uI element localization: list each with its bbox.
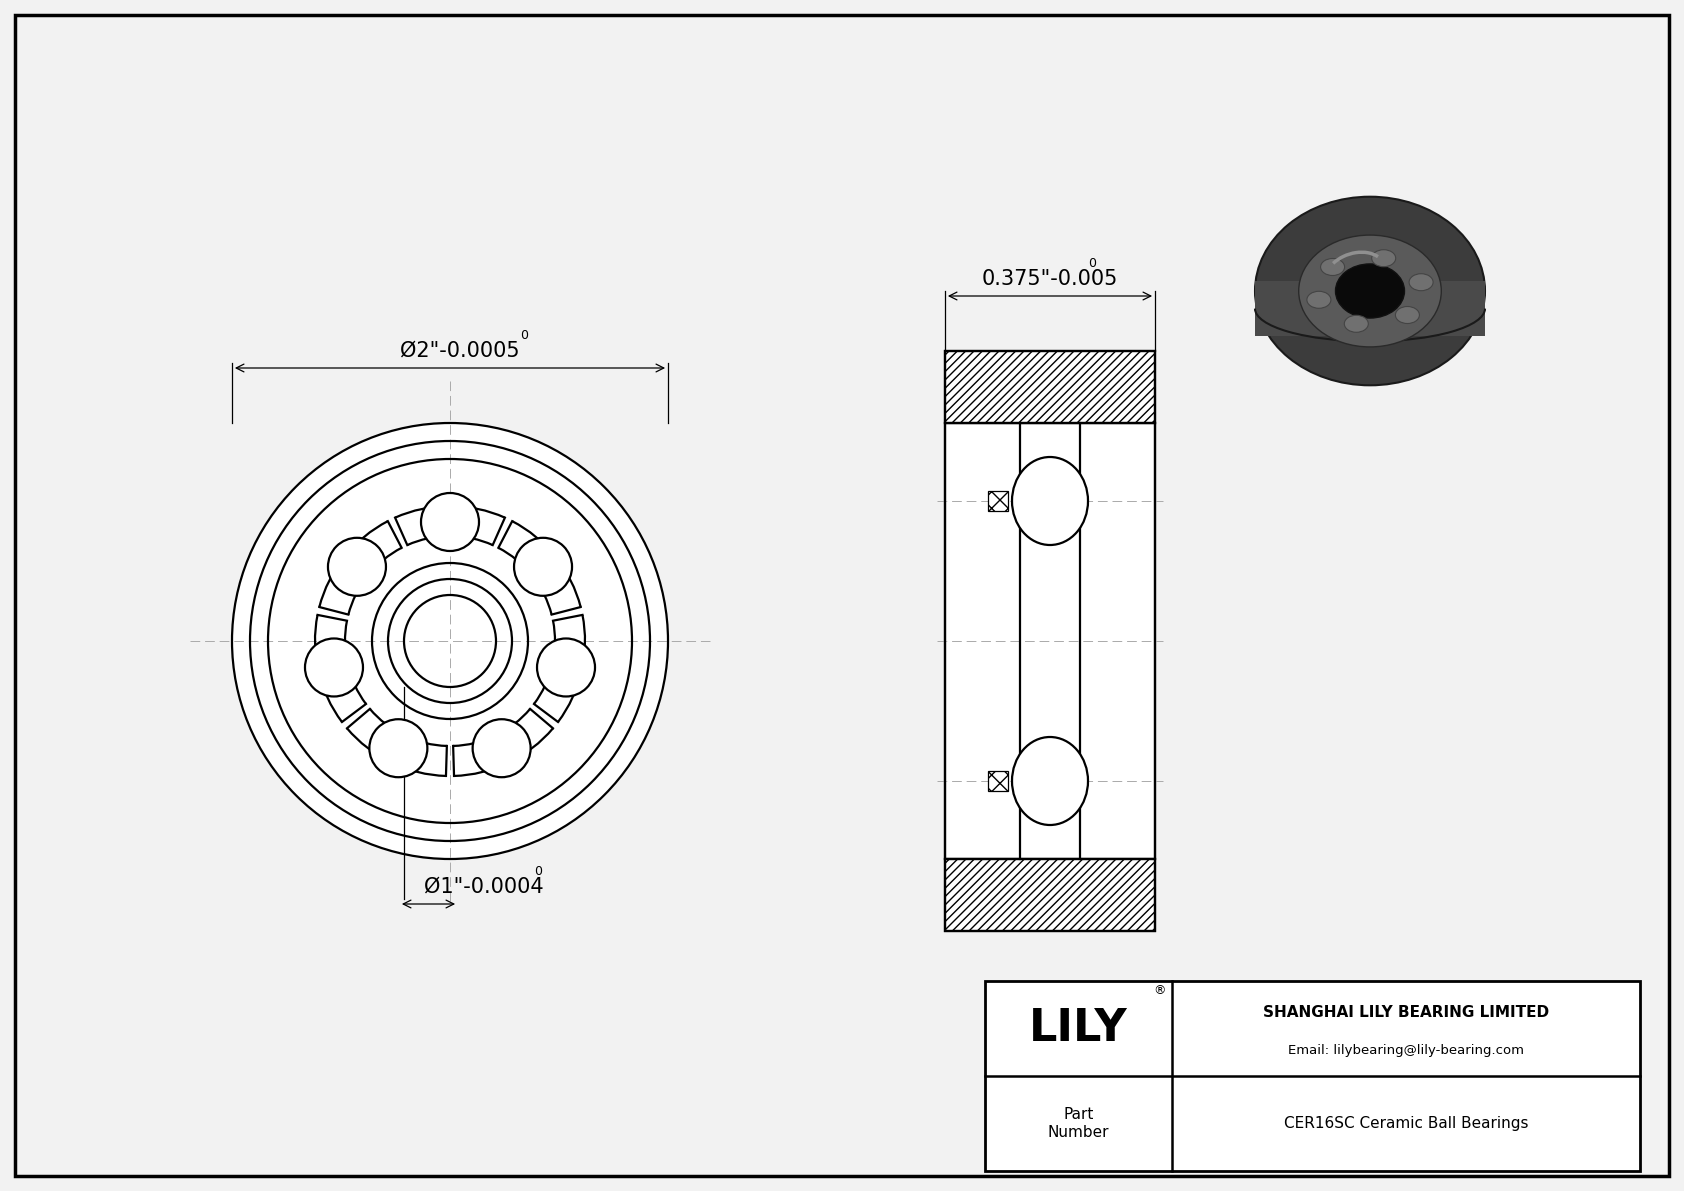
Circle shape xyxy=(232,423,669,859)
Bar xyxy=(945,351,1155,931)
Text: 0.375"-0.005: 0.375"-0.005 xyxy=(982,269,1118,289)
Text: CER16SC Ceramic Ball Bearings: CER16SC Ceramic Ball Bearings xyxy=(1283,1116,1527,1131)
Text: ®: ® xyxy=(1154,985,1165,998)
Ellipse shape xyxy=(1012,457,1088,545)
Bar xyxy=(945,351,1155,423)
Text: Part
Number: Part Number xyxy=(1047,1108,1110,1140)
Ellipse shape xyxy=(1255,197,1485,386)
Ellipse shape xyxy=(1307,292,1330,308)
Ellipse shape xyxy=(1012,737,1088,825)
Circle shape xyxy=(305,638,364,697)
Circle shape xyxy=(421,493,478,551)
Circle shape xyxy=(328,538,386,596)
Ellipse shape xyxy=(1344,316,1369,332)
Text: Ø2"-0.0005: Ø2"-0.0005 xyxy=(401,341,520,361)
Ellipse shape xyxy=(1335,264,1404,318)
Circle shape xyxy=(537,638,594,697)
Ellipse shape xyxy=(1372,250,1396,267)
Ellipse shape xyxy=(1298,235,1442,347)
Bar xyxy=(985,981,1640,1171)
Ellipse shape xyxy=(1320,258,1344,275)
Circle shape xyxy=(369,719,428,778)
Text: Ø1"-0.0004: Ø1"-0.0004 xyxy=(424,877,544,897)
Circle shape xyxy=(473,719,530,778)
Bar xyxy=(989,491,1009,511)
Bar xyxy=(945,859,1155,931)
Bar xyxy=(989,771,1009,791)
Text: 0: 0 xyxy=(1088,257,1096,270)
Circle shape xyxy=(514,538,573,596)
Text: SHANGHAI LILY BEARING LIMITED: SHANGHAI LILY BEARING LIMITED xyxy=(1263,1005,1549,1019)
Text: Email: lilybearing@lily-bearing.com: Email: lilybearing@lily-bearing.com xyxy=(1288,1043,1524,1056)
Text: 0: 0 xyxy=(534,865,542,878)
Ellipse shape xyxy=(1396,306,1420,324)
Text: 0: 0 xyxy=(520,329,529,342)
Bar xyxy=(945,351,1155,931)
Text: LILY: LILY xyxy=(1029,1008,1128,1050)
Ellipse shape xyxy=(1410,274,1433,291)
Bar xyxy=(1255,281,1485,336)
Bar xyxy=(945,423,1155,859)
